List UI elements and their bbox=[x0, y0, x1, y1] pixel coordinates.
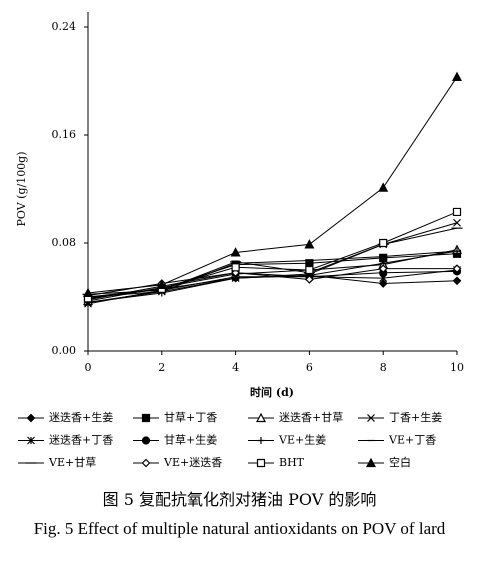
data-point bbox=[305, 265, 314, 275]
data-point bbox=[452, 207, 462, 217]
series-line bbox=[87, 270, 458, 301]
legend-label: VE+丁香 bbox=[388, 434, 436, 447]
legend-label: VE+生姜 bbox=[278, 433, 326, 447]
legend-label: 迷迭香+生姜 bbox=[49, 410, 113, 424]
series-line bbox=[87, 268, 457, 297]
y-tick-label: 0.08 bbox=[52, 236, 77, 249]
data-point bbox=[378, 182, 389, 192]
legend-marker bbox=[366, 457, 376, 468]
data-point bbox=[305, 275, 314, 284]
legend-label: 迷迭香+丁香 bbox=[49, 434, 113, 447]
legend-label: 甘草+丁香 bbox=[164, 411, 217, 424]
legend-label: 丁香+生姜 bbox=[389, 410, 442, 424]
legend-label: VE+甘草 bbox=[48, 456, 96, 469]
x-tick-label: 8 bbox=[380, 361, 387, 374]
legend-marker bbox=[367, 414, 375, 422]
data-point bbox=[230, 247, 241, 257]
data-point bbox=[452, 264, 462, 273]
y-tick-label: 0.00 bbox=[52, 344, 77, 357]
series-line bbox=[87, 76, 458, 294]
x-tick-label: 2 bbox=[158, 361, 165, 374]
data-point bbox=[379, 238, 388, 248]
x-tick-label: 4 bbox=[232, 361, 239, 374]
legend-marker bbox=[141, 436, 151, 445]
x-tick-label: 6 bbox=[306, 361, 313, 374]
caption-cn: 图 5 复配抗氧化剂对猪油 POV 的影响 bbox=[102, 490, 377, 509]
data-point bbox=[378, 279, 388, 288]
legend-label: 甘草+生姜 bbox=[164, 433, 217, 447]
series-line bbox=[87, 250, 458, 298]
x-tick-label: 10 bbox=[450, 361, 464, 374]
legend-label: VE+迷迭香 bbox=[163, 456, 222, 469]
y-axis-label: POV (g/100g) bbox=[15, 151, 28, 226]
data-point bbox=[452, 71, 462, 82]
series-line bbox=[87, 211, 458, 299]
caption-en: Fig. 5 Effect of multiple natural antiox… bbox=[33, 519, 446, 538]
series-line bbox=[87, 249, 458, 302]
legend-marker bbox=[141, 413, 151, 423]
chart: 时间 (d) POV (g/100g) 0.00 0.08 0.16 0.24 0 2 4 6… bbox=[15, 12, 464, 469]
y-tick-label: 0.24 bbox=[52, 20, 77, 33]
legend-marker bbox=[141, 458, 151, 468]
legend-label: BHT bbox=[279, 456, 305, 469]
legend-marker bbox=[256, 458, 266, 468]
data-point bbox=[304, 239, 315, 249]
legend-marker bbox=[257, 437, 265, 444]
x-axis-label: 时间 (d) bbox=[250, 385, 294, 399]
legend-label: 空白 bbox=[389, 455, 411, 469]
legend-marker bbox=[256, 412, 266, 423]
legend-marker bbox=[27, 436, 35, 445]
data-point bbox=[378, 264, 388, 273]
data-point bbox=[452, 276, 462, 286]
data-point bbox=[156, 279, 167, 289]
legend-marker bbox=[26, 413, 36, 423]
data-point bbox=[83, 287, 93, 298]
x-tick-label: 0 bbox=[85, 361, 92, 374]
y-tick-label: 0.16 bbox=[52, 128, 77, 141]
legend-label: 迷迭香+甘草 bbox=[279, 411, 343, 424]
series-line bbox=[87, 250, 458, 303]
data-point bbox=[453, 218, 461, 227]
data-point bbox=[231, 263, 240, 272]
